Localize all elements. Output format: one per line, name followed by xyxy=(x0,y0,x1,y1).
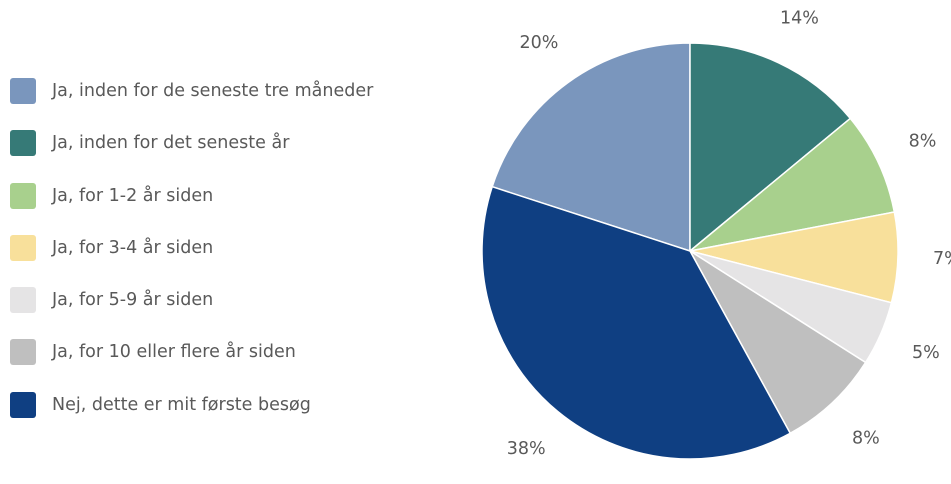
legend-swatch xyxy=(10,182,36,209)
data-label: 7% xyxy=(933,249,951,269)
legend-label: Ja, for 1-2 år siden xyxy=(52,185,214,206)
data-label: 38% xyxy=(507,439,546,459)
legend-item: Ja, for 5-9 år siden xyxy=(10,287,430,314)
legend-item: Ja, for 10 eller flere år siden xyxy=(10,339,430,366)
legend-item: Ja, for 3-4 år siden xyxy=(10,234,430,261)
data-label: 20% xyxy=(519,33,558,53)
legend-item: Nej, dette er mit første besøg xyxy=(10,391,430,418)
data-label: 8% xyxy=(909,132,937,152)
pie-slice xyxy=(689,42,852,253)
legend-swatch xyxy=(10,78,36,104)
legend-label: Ja, for 5-9 år siden xyxy=(52,290,214,311)
legend-swatch xyxy=(10,130,36,157)
pie-slice xyxy=(481,185,792,460)
legend-label: Ja, for 10 eller flere år siden xyxy=(52,342,296,363)
legend-label: Ja, inden for de seneste tre måneder xyxy=(52,81,374,101)
pie-slice xyxy=(491,42,691,253)
legend-item: Ja, inden for de seneste tre måneder xyxy=(10,78,430,104)
chart-legend: Ja, inden for de seneste tre måneder Ja, … xyxy=(10,78,430,444)
legend-swatch xyxy=(10,287,36,314)
legend-swatch xyxy=(10,391,36,418)
legend-label: Ja, for 3-4 år siden xyxy=(52,237,214,258)
data-label: 5% xyxy=(912,343,940,363)
pie-slice xyxy=(689,117,896,252)
legend-label: Nej, dette er mit første besøg xyxy=(52,394,311,415)
legend-item: Ja, for 1-2 år siden xyxy=(10,182,430,209)
data-label: 14% xyxy=(780,9,819,29)
legend-swatch xyxy=(10,234,36,261)
pie-slice xyxy=(689,250,867,435)
legend-item: Ja, inden for det seneste år xyxy=(10,130,430,157)
legend-label: Ja, inden for det seneste år xyxy=(52,133,290,154)
data-label: 8% xyxy=(852,428,880,448)
legend-swatch xyxy=(10,339,36,366)
